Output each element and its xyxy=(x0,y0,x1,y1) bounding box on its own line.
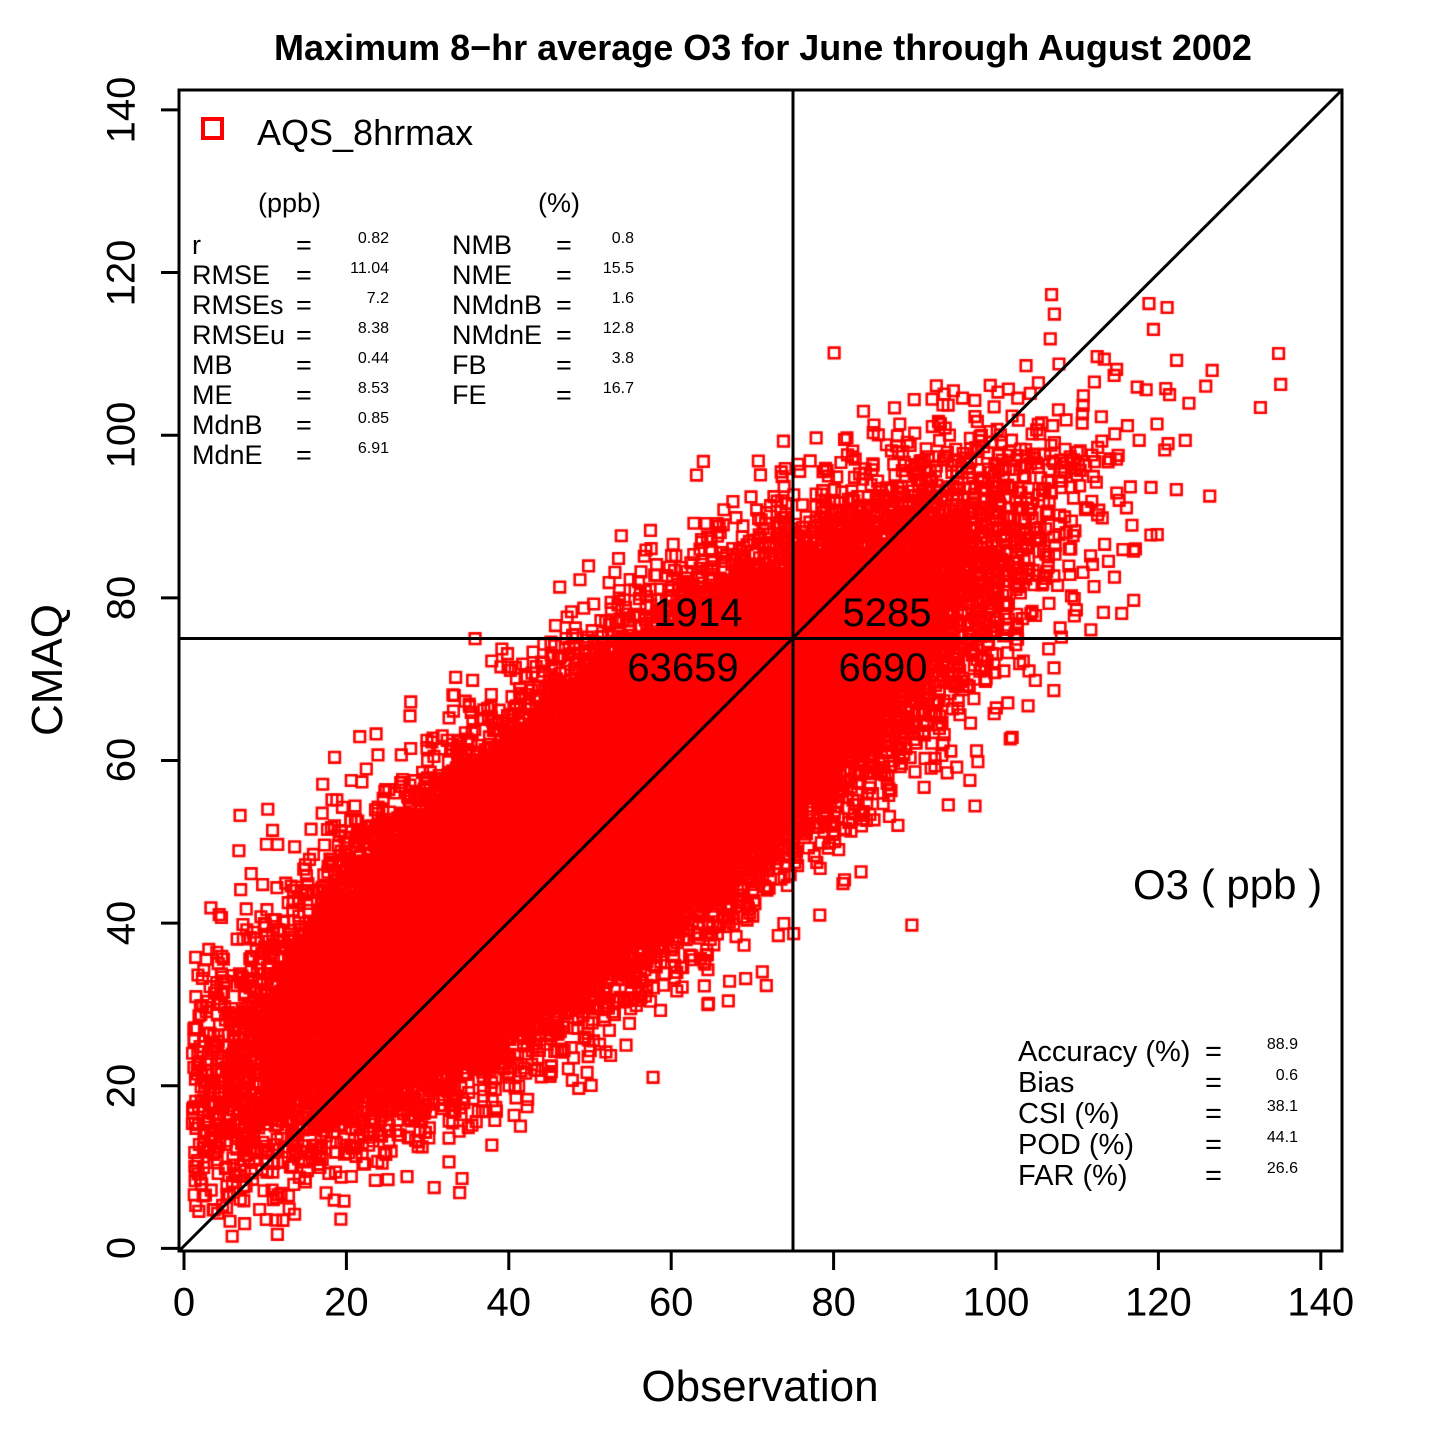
x-tick-label: 0 xyxy=(172,1280,196,1325)
y-axis-title: CMAQ xyxy=(23,604,72,736)
y-tick-label: 60 xyxy=(99,738,144,783)
x-tick-label: 40 xyxy=(486,1280,532,1325)
y-tick-label: 140 xyxy=(99,76,144,144)
y-tick-label: 100 xyxy=(99,401,144,469)
x-tick-label: 100 xyxy=(962,1280,1030,1325)
x-tick-label: 80 xyxy=(811,1280,856,1325)
y-tick-label: 80 xyxy=(99,575,144,621)
x-tick-label: 60 xyxy=(648,1280,694,1325)
quadrant-count-lower-left: 63659 xyxy=(627,646,739,690)
y-tick-label: 120 xyxy=(99,239,144,306)
quadrant-count-lower-right: 6690 xyxy=(838,646,928,690)
quadrant-count-upper-right: 5285 xyxy=(842,591,932,635)
x-axis-title: Observation xyxy=(641,1362,879,1411)
scatter-points-canvas xyxy=(179,90,1342,1251)
x-tick-label: 120 xyxy=(1125,1280,1192,1325)
y-tick-label: 0 xyxy=(99,1237,144,1260)
chart-title: Maximum 8−hr average O3 for June through… xyxy=(274,27,1252,68)
x-tick-label: 20 xyxy=(324,1280,369,1325)
y-tick-label: 20 xyxy=(99,1063,144,1109)
x-tick-label: 140 xyxy=(1287,1280,1355,1325)
quadrant-count-upper-left: 1914 xyxy=(653,591,743,635)
y-tick-label: 40 xyxy=(99,900,144,946)
